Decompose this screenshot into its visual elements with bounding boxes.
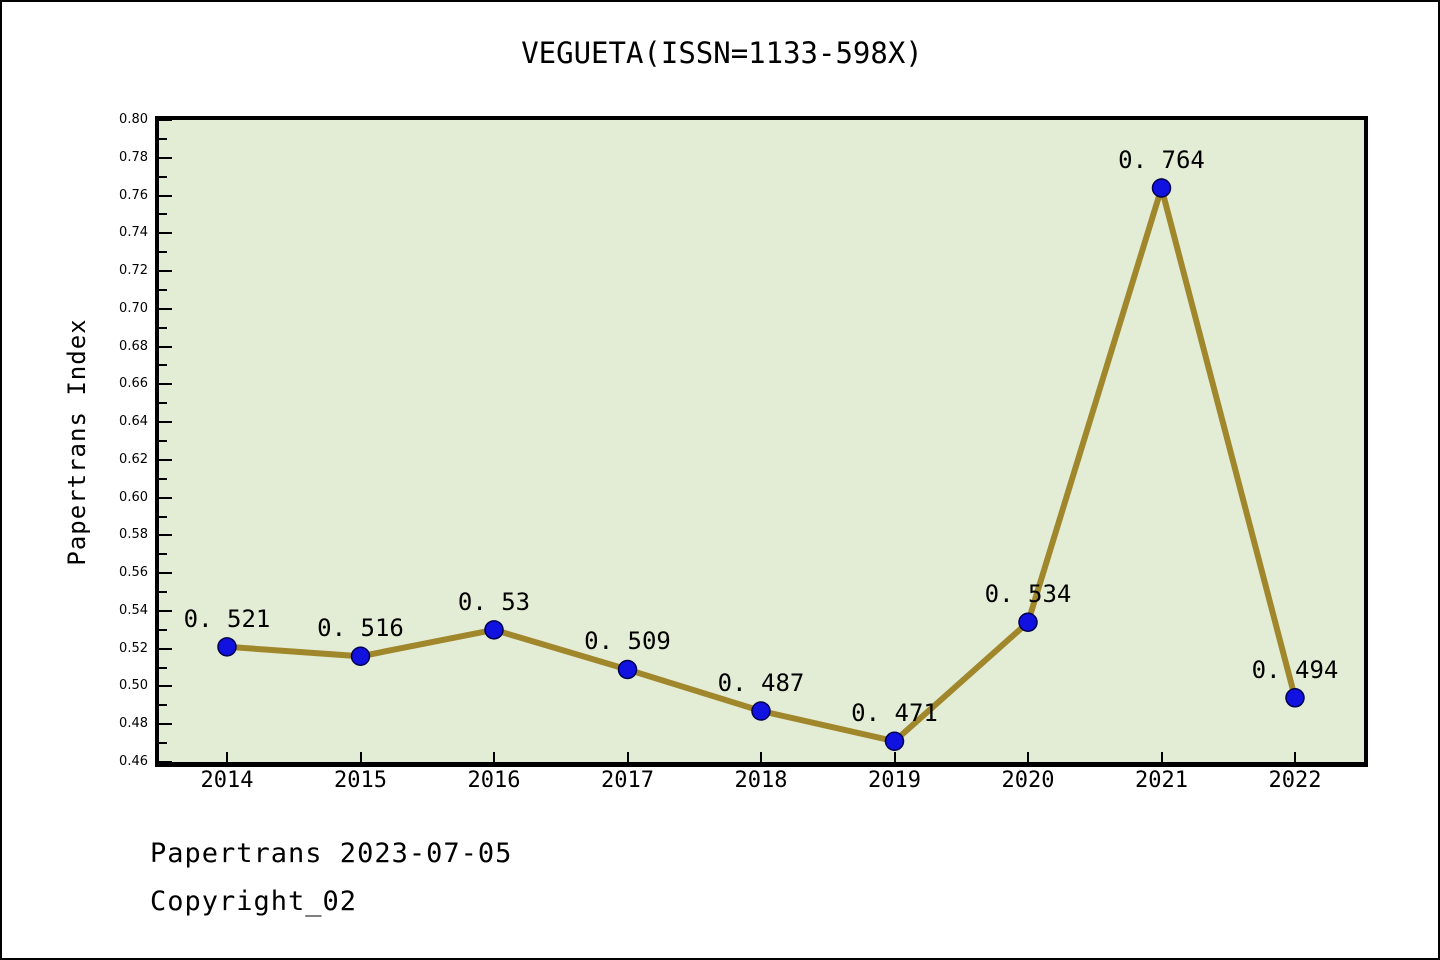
y-minor-tick <box>159 477 167 480</box>
y-minor-tick <box>159 515 167 518</box>
y-tick-label: 0.56 <box>119 565 148 581</box>
plot-area <box>155 116 1368 767</box>
data-point-label: 0. 471 <box>851 699 938 728</box>
footer-copyright-text: Copyright_02 <box>150 886 358 917</box>
y-major-tick <box>159 119 172 121</box>
data-point-marker <box>1285 688 1305 708</box>
y-minor-tick <box>159 326 167 329</box>
y-minor-tick <box>159 628 167 631</box>
data-point-marker <box>350 646 371 667</box>
y-tick-label: 0.54 <box>119 602 148 618</box>
y-major-tick <box>159 383 172 386</box>
y-minor-tick <box>159 175 167 178</box>
x-major-tick <box>626 752 629 762</box>
y-minor-tick <box>159 213 167 216</box>
y-major-tick <box>159 307 172 310</box>
y-tick-label: 0.50 <box>119 678 148 694</box>
y-tick-label: 0.58 <box>119 527 148 543</box>
y-tick-label: 0.70 <box>119 300 148 316</box>
y-tick-label: 0.78 <box>119 149 148 165</box>
y-minor-tick <box>159 591 167 594</box>
y-tick-label: 0.48 <box>119 716 148 732</box>
y-minor-tick <box>159 666 167 669</box>
line-chart <box>217 177 1305 751</box>
y-major-tick <box>159 270 172 273</box>
data-point-label: 0. 516 <box>317 614 404 643</box>
y-minor-tick <box>159 251 167 254</box>
y-tick-label: 0.64 <box>119 414 148 430</box>
y-major-tick <box>159 232 172 235</box>
y-tick-label: 0.72 <box>119 263 148 279</box>
y-major-tick <box>159 534 172 537</box>
y-tick-label: 0.76 <box>119 187 148 203</box>
y-major-tick <box>159 723 172 726</box>
data-point-marker <box>751 701 771 721</box>
data-point-label: 0. 494 <box>1251 655 1339 684</box>
y-major-tick <box>159 421 172 424</box>
x-major-tick <box>226 752 228 762</box>
y-tick-label: 0.52 <box>119 640 148 656</box>
y-minor-tick <box>159 288 167 291</box>
y-major-tick <box>159 761 172 763</box>
data-point-label: 0. 509 <box>584 627 671 656</box>
y-tick-label: 0.60 <box>119 489 148 505</box>
x-tick-label: 2016 <box>467 768 521 793</box>
data-point-marker <box>884 731 905 751</box>
y-tick-label: 0.68 <box>119 338 148 354</box>
y-major-tick <box>159 572 172 575</box>
y-axis-label: Papertrans Index <box>63 318 91 566</box>
x-tick-label: 2019 <box>868 768 921 793</box>
y-major-tick <box>159 156 172 159</box>
data-point-marker <box>217 637 237 657</box>
data-point-marker <box>617 659 638 680</box>
x-tick-label: 2015 <box>334 768 387 793</box>
data-point-label: 0. 487 <box>717 669 805 698</box>
y-minor-tick <box>159 364 167 367</box>
data-point-label: 0. 521 <box>183 604 271 633</box>
x-major-tick <box>760 752 762 762</box>
y-major-tick <box>159 345 172 348</box>
data-point-label: 0. 764 <box>1118 145 1205 174</box>
y-minor-tick <box>159 704 167 707</box>
y-tick-label: 0.80 <box>119 112 148 127</box>
x-major-tick <box>493 752 495 762</box>
x-tick-label: 2018 <box>734 768 788 793</box>
y-major-tick <box>159 685 172 688</box>
data-point-marker <box>1018 612 1038 633</box>
x-tick-label: 2017 <box>601 768 654 793</box>
x-tick-label: 2014 <box>200 768 254 793</box>
data-point-label: 0. 534 <box>984 580 1072 609</box>
footer-date-text: Papertrans 2023-07-05 <box>150 838 513 869</box>
data-point-label: 0. 53 <box>457 587 531 616</box>
chart-title: VEGUETA(ISSN=1133-598X) <box>521 36 923 70</box>
x-major-tick <box>1027 752 1029 762</box>
x-tick-label: 2022 <box>1268 768 1322 793</box>
x-tick-label: 2021 <box>1135 768 1188 793</box>
x-major-tick <box>1294 752 1296 762</box>
y-minor-tick <box>159 440 167 442</box>
data-point-marker <box>484 620 504 640</box>
y-tick-label: 0.62 <box>119 451 148 467</box>
x-tick-label: 2020 <box>1001 768 1055 793</box>
x-major-tick <box>1160 752 1163 762</box>
x-major-tick <box>893 752 896 762</box>
y-tick-label: 0.74 <box>119 225 148 241</box>
y-minor-tick <box>159 742 167 745</box>
data-point-marker <box>1151 178 1172 198</box>
x-major-tick <box>359 752 362 762</box>
y-major-tick <box>159 609 172 612</box>
y-minor-tick <box>159 553 167 556</box>
series-line <box>226 177 1298 745</box>
y-minor-tick <box>159 402 167 405</box>
y-minor-tick <box>159 137 167 140</box>
y-tick-label: 0.66 <box>119 376 148 392</box>
y-major-tick <box>159 458 172 461</box>
y-major-tick <box>159 647 172 650</box>
y-tick-label: 0.46 <box>119 754 148 769</box>
y-major-tick <box>159 194 172 197</box>
y-major-tick <box>159 496 172 499</box>
